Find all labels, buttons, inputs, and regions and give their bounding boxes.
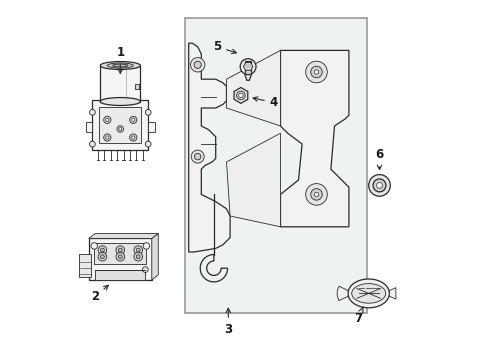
Polygon shape	[234, 87, 247, 103]
Polygon shape	[89, 233, 158, 238]
Circle shape	[116, 246, 124, 255]
Circle shape	[145, 109, 151, 115]
Circle shape	[305, 61, 326, 83]
Circle shape	[194, 61, 201, 68]
Circle shape	[310, 189, 322, 200]
Circle shape	[368, 175, 389, 196]
Bar	[95, 270, 145, 280]
Bar	[94, 243, 146, 264]
Circle shape	[142, 267, 148, 273]
Circle shape	[191, 150, 204, 163]
Circle shape	[134, 246, 142, 255]
Circle shape	[236, 91, 245, 100]
Ellipse shape	[112, 64, 128, 67]
Polygon shape	[226, 50, 280, 126]
Circle shape	[143, 243, 149, 249]
Polygon shape	[388, 288, 395, 299]
Circle shape	[129, 116, 137, 123]
Text: 5: 5	[212, 40, 236, 54]
Circle shape	[103, 134, 111, 141]
Circle shape	[238, 93, 243, 98]
Polygon shape	[151, 233, 158, 280]
Circle shape	[105, 136, 109, 139]
Bar	[244, 61, 251, 75]
Circle shape	[305, 184, 326, 205]
Circle shape	[129, 134, 137, 141]
Polygon shape	[226, 133, 280, 227]
Circle shape	[376, 183, 382, 188]
Ellipse shape	[100, 62, 140, 69]
Text: 6: 6	[375, 148, 383, 170]
Bar	[185, 18, 366, 313]
Ellipse shape	[100, 98, 140, 105]
Circle shape	[91, 243, 97, 249]
Circle shape	[98, 252, 106, 261]
Circle shape	[119, 127, 122, 130]
Circle shape	[118, 255, 122, 258]
Bar	[92, 100, 148, 150]
Bar	[89, 238, 151, 280]
Circle shape	[136, 248, 140, 252]
Circle shape	[100, 248, 104, 252]
Text: 7: 7	[353, 307, 363, 325]
Circle shape	[134, 252, 142, 261]
Bar	[79, 254, 90, 276]
Circle shape	[105, 118, 109, 122]
Text: 1: 1	[116, 46, 124, 73]
Text: 2: 2	[91, 285, 108, 303]
Circle shape	[116, 252, 124, 261]
Circle shape	[314, 70, 318, 74]
Circle shape	[190, 58, 204, 72]
Circle shape	[89, 109, 95, 115]
Circle shape	[136, 255, 140, 258]
Polygon shape	[347, 279, 388, 308]
Circle shape	[118, 248, 122, 252]
Polygon shape	[200, 255, 227, 282]
Circle shape	[98, 246, 106, 255]
Circle shape	[117, 126, 123, 132]
Polygon shape	[188, 43, 230, 252]
Bar	[135, 84, 139, 89]
Circle shape	[100, 255, 104, 258]
Bar	[99, 107, 141, 143]
Polygon shape	[280, 50, 348, 227]
Bar	[86, 122, 92, 132]
Circle shape	[145, 141, 151, 147]
Text: 3: 3	[224, 308, 232, 336]
Circle shape	[103, 116, 111, 123]
Bar	[100, 66, 140, 102]
Ellipse shape	[107, 63, 133, 68]
Bar	[148, 122, 154, 132]
Polygon shape	[337, 286, 347, 301]
Polygon shape	[244, 75, 251, 80]
Circle shape	[131, 118, 135, 122]
Circle shape	[372, 179, 385, 192]
Circle shape	[314, 192, 318, 197]
Text: 4: 4	[253, 96, 277, 109]
Circle shape	[194, 153, 201, 160]
Polygon shape	[351, 284, 385, 303]
Polygon shape	[243, 63, 252, 71]
Circle shape	[131, 136, 135, 139]
Circle shape	[310, 66, 322, 78]
Circle shape	[240, 59, 256, 75]
Circle shape	[89, 141, 95, 147]
